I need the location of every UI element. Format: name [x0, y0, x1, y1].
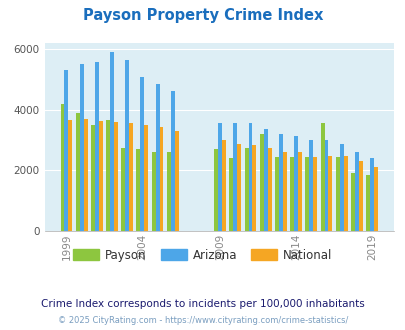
- Text: Payson Property Crime Index: Payson Property Crime Index: [83, 8, 322, 23]
- Bar: [263, 129, 267, 231]
- Bar: [159, 127, 163, 231]
- Bar: [155, 84, 159, 231]
- Bar: [64, 70, 68, 231]
- Bar: [335, 157, 339, 231]
- Bar: [110, 52, 114, 231]
- Bar: [60, 104, 64, 231]
- Bar: [248, 123, 252, 231]
- Bar: [282, 151, 286, 231]
- Bar: [91, 125, 95, 231]
- Bar: [293, 136, 297, 231]
- Bar: [83, 119, 87, 231]
- Bar: [350, 173, 354, 231]
- Bar: [244, 148, 248, 231]
- Bar: [358, 161, 362, 231]
- Bar: [76, 113, 79, 231]
- Bar: [237, 144, 241, 231]
- Bar: [79, 64, 83, 231]
- Bar: [354, 152, 358, 231]
- Bar: [222, 140, 226, 231]
- Bar: [339, 144, 343, 231]
- Bar: [114, 122, 117, 231]
- Bar: [343, 156, 347, 231]
- Text: © 2025 CityRating.com - https://www.cityrating.com/crime-statistics/: © 2025 CityRating.com - https://www.city…: [58, 316, 347, 325]
- Bar: [136, 149, 140, 231]
- Bar: [98, 121, 102, 231]
- Bar: [274, 157, 278, 231]
- Bar: [166, 152, 171, 231]
- Bar: [121, 148, 125, 231]
- Legend: Payson, Arizona, National: Payson, Arizona, National: [68, 244, 337, 266]
- Bar: [267, 148, 271, 231]
- Bar: [140, 77, 144, 231]
- Bar: [125, 60, 129, 231]
- Bar: [259, 134, 263, 231]
- Bar: [95, 62, 98, 231]
- Bar: [328, 156, 332, 231]
- Bar: [174, 131, 178, 231]
- Bar: [144, 125, 148, 231]
- Bar: [365, 175, 369, 231]
- Text: Crime Index corresponds to incidents per 100,000 inhabitants: Crime Index corresponds to incidents per…: [41, 299, 364, 309]
- Bar: [290, 157, 293, 231]
- Bar: [309, 140, 313, 231]
- Bar: [297, 151, 301, 231]
- Bar: [305, 157, 309, 231]
- Bar: [369, 158, 373, 231]
- Bar: [68, 120, 72, 231]
- Bar: [171, 91, 174, 231]
- Bar: [106, 120, 110, 231]
- Bar: [217, 123, 222, 231]
- Bar: [129, 123, 133, 231]
- Bar: [233, 123, 237, 231]
- Bar: [229, 158, 233, 231]
- Bar: [324, 140, 328, 231]
- Bar: [214, 149, 217, 231]
- Bar: [278, 134, 282, 231]
- Bar: [252, 145, 256, 231]
- Bar: [151, 152, 155, 231]
- Bar: [373, 167, 377, 231]
- Bar: [320, 123, 324, 231]
- Bar: [313, 157, 316, 231]
